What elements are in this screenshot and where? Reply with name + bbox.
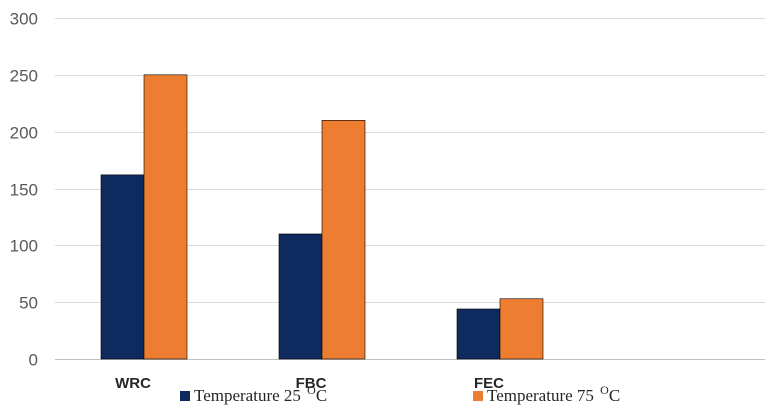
y-tick-label: 300 [10,10,38,29]
y-tick-label: 100 [10,237,38,256]
y-tick-label: 50 [19,294,38,313]
bar-fec-series-1 [456,308,501,360]
legend-label: Temperature 25 OC [194,383,327,405]
legend-unit: C [609,386,620,405]
legend-swatch [180,391,190,401]
bar-wrc-series-1 [100,174,145,360]
x-category-label: WRC [115,375,151,392]
legend-item-1: Temperature 25 OC [180,383,327,405]
y-tick-label: 150 [10,181,38,200]
x-category-label: FBC [296,375,327,392]
x-category-label: FEC [474,375,504,392]
legend-superscript: O [600,383,609,397]
legend: Temperature 25 OC Temperature 75 OC [180,383,620,405]
y-tick-label: 250 [10,67,38,86]
x-axis-category-labels: WRC FBC FEC [115,375,504,392]
bars [100,74,544,360]
bar-fbc-series-1 [278,233,323,360]
legend-swatch [473,391,483,401]
legend-series-name: Temperature 75 [487,386,598,405]
bar-wrc-series-2 [143,74,188,360]
legend-series-name: Temperature 25 [194,386,305,405]
legend-item-2: Temperature 75 OC [473,383,620,405]
legend-superscript: O [307,383,316,397]
y-axis-tick-labels: 0 50 100 150 200 250 300 [10,10,38,370]
bar-fec-series-2 [499,298,544,360]
y-tick-label: 200 [10,124,38,143]
bar-fbc-series-2 [321,120,366,360]
legend-unit: C [316,386,327,405]
y-tick-label: 0 [29,351,38,370]
legend-label: Temperature 75 OC [487,383,620,405]
